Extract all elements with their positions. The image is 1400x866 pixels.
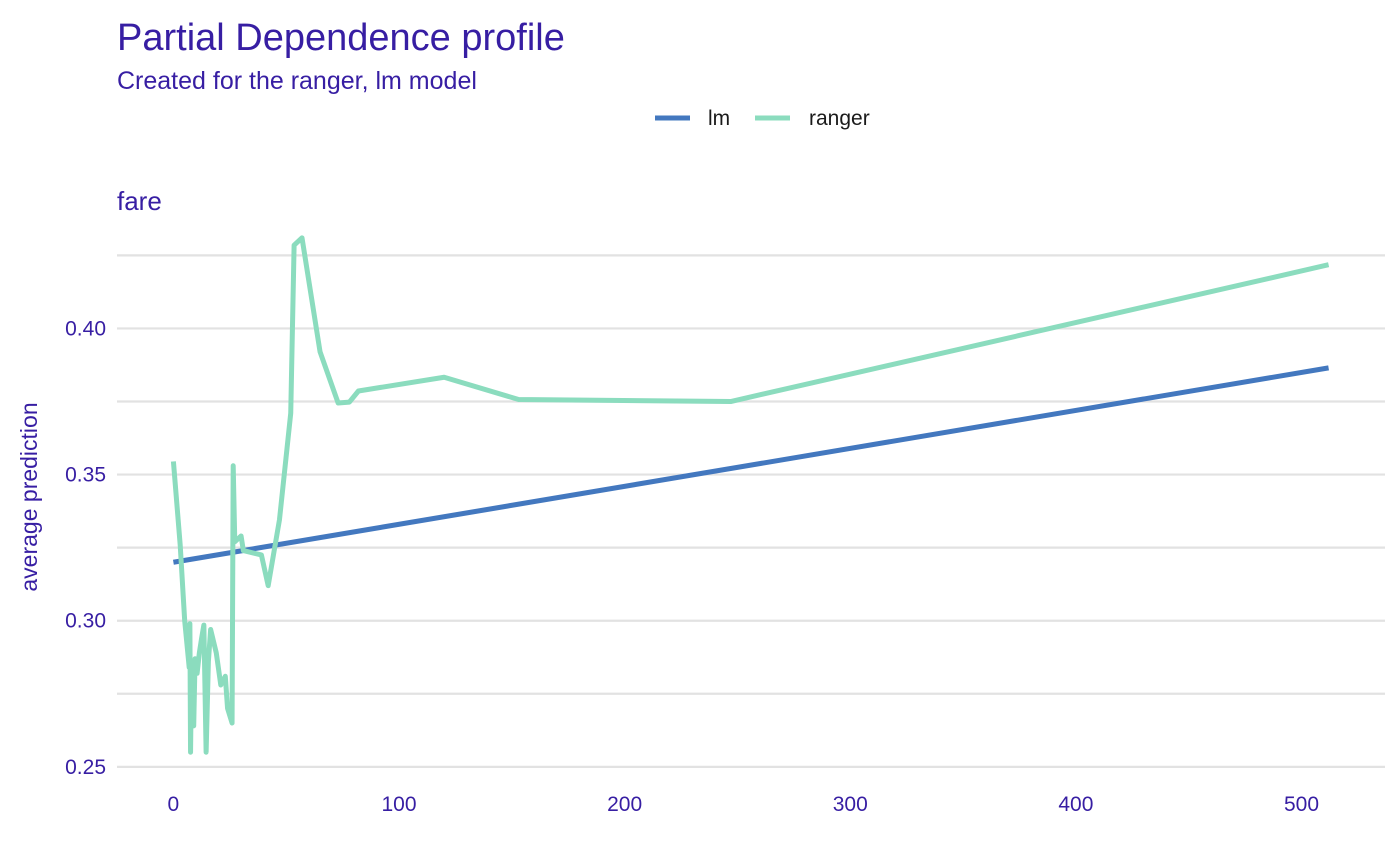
legend-label-lm: lm xyxy=(708,107,730,130)
x-tick-labels: 0 100 200 300 400 500 xyxy=(168,793,1319,816)
x-tick-label-2: 200 xyxy=(607,793,642,816)
series-line-lm xyxy=(172,365,1330,565)
y-tick-label-1: 0.30 xyxy=(65,610,106,633)
panel-label: fare xyxy=(117,186,162,216)
x-tick-label-0: 0 xyxy=(168,793,180,816)
chart-subtitle: Created for the ranger, lm model xyxy=(117,67,477,95)
y-tick-label-0: 0.25 xyxy=(65,756,106,779)
y-tick-label-3: 0.40 xyxy=(65,317,106,340)
x-tick-label-4: 400 xyxy=(1058,793,1093,816)
y-tick-label-2: 0.35 xyxy=(65,464,106,487)
x-tick-label-3: 300 xyxy=(833,793,868,816)
x-tick-label-5: 500 xyxy=(1284,793,1319,816)
chart-title: Partial Dependence profile xyxy=(117,17,565,59)
y-axis-label: average prediction xyxy=(16,402,42,591)
grid xyxy=(117,254,1385,768)
legend: lm ranger xyxy=(655,107,870,130)
x-tick-label-1: 100 xyxy=(382,793,417,816)
series-lines xyxy=(170,235,1330,755)
series-line-ranger xyxy=(170,235,1330,755)
y-tick-labels: 0.25 0.30 0.35 0.40 xyxy=(65,317,106,778)
legend-label-ranger: ranger xyxy=(809,107,870,130)
